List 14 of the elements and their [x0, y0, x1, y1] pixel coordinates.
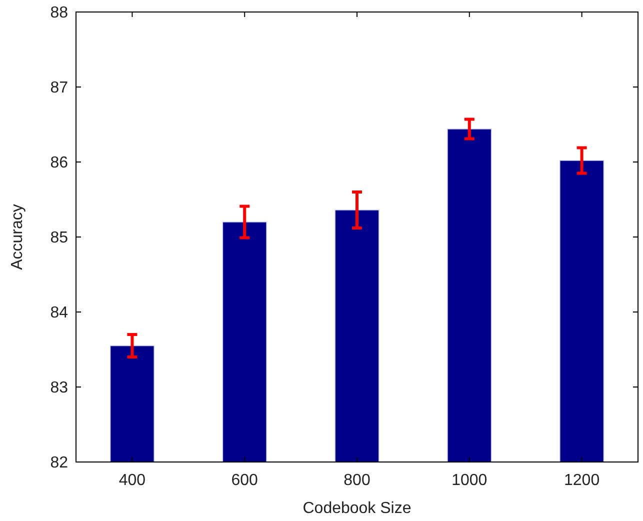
- x-tick-label: 600: [231, 472, 258, 489]
- y-tick-label: 87: [50, 80, 68, 97]
- y-axis-title: Accuracy: [9, 204, 26, 270]
- x-tick-label: 800: [344, 472, 370, 489]
- y-tick-label: 82: [50, 454, 68, 472]
- y-tick-label: 85: [50, 230, 68, 247]
- x-tick-label: 1000: [452, 472, 488, 489]
- y-tick-label: 88: [50, 4, 68, 22]
- x-tick-label: 400: [118, 472, 146, 489]
- x-tick-label: 1200: [564, 472, 600, 489]
- y-tick-label: 86: [50, 154, 68, 172]
- y-tick-label: 83: [50, 380, 68, 397]
- x-axis-title: Codebook Size: [302, 500, 412, 517]
- y-tick-label: 84: [50, 304, 68, 322]
